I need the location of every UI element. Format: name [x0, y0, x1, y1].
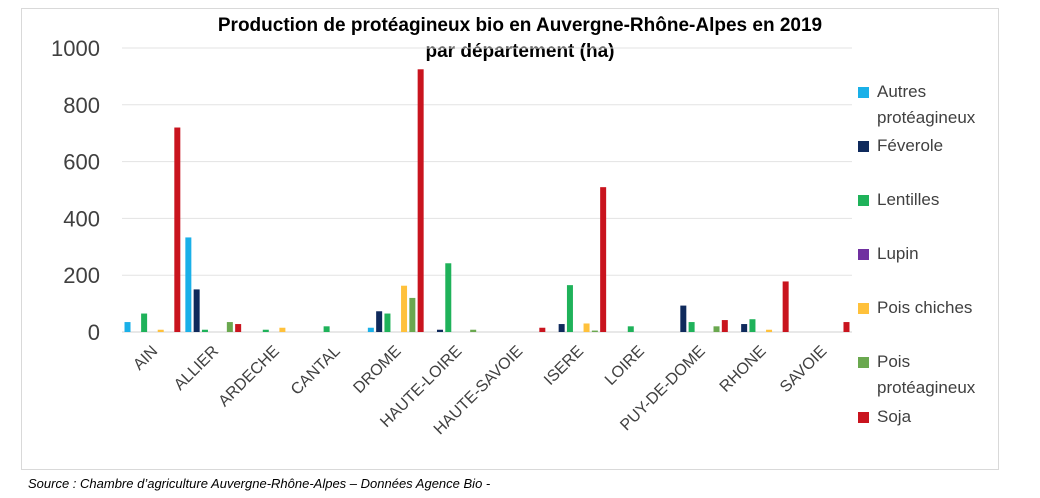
x-tick-label: RHONE: [717, 343, 770, 396]
bar: [124, 322, 131, 332]
source-note: Source : Chambre d’agriculture Auvergne-…: [28, 476, 491, 491]
legend-label: Soja: [877, 407, 912, 426]
bar: [583, 323, 590, 332]
x-tick-label: ARDECHE: [216, 343, 283, 410]
bar: [843, 322, 850, 332]
chart-title: Production de protéagineux bio en Auverg…: [217, 15, 823, 36]
bar: [445, 263, 452, 332]
legend-label-line2: protéagineux: [877, 378, 976, 397]
bar: [384, 313, 391, 332]
legend-swatch: [858, 141, 869, 152]
bar: [600, 187, 607, 332]
x-tick-label: LOIRE: [602, 343, 648, 389]
legend-label: Pois chiches: [877, 298, 973, 317]
bar: [680, 305, 687, 332]
y-tick-label: 200: [63, 263, 100, 288]
bar: [226, 322, 233, 332]
bar: [157, 329, 164, 332]
bar: [323, 326, 330, 332]
bar: [713, 326, 720, 332]
legend-swatch: [858, 195, 869, 206]
bar: [417, 69, 424, 333]
y-tick-label: 1000: [51, 36, 100, 61]
bar: [558, 324, 565, 332]
legend-label: Féverole: [877, 136, 944, 155]
bar: [766, 329, 773, 332]
bar: [782, 281, 789, 332]
legend-swatch: [858, 303, 869, 314]
x-tick-label: DROME: [350, 343, 404, 397]
bar: [401, 285, 408, 332]
bar: [566, 285, 573, 332]
legend-label-line1: Pois: [877, 352, 911, 371]
x-tick-label: CANTAL: [288, 343, 344, 399]
bar: [721, 320, 728, 332]
y-tick-label: 0: [88, 320, 100, 345]
y-tick-label: 400: [63, 206, 100, 231]
bar: [539, 327, 546, 332]
chart-subtitle: par département (ha): [425, 41, 615, 62]
bar: [376, 311, 383, 332]
legend-label-line2: protéagineux: [877, 108, 976, 127]
bar: [749, 319, 756, 332]
x-tick-label: ALLIER: [171, 343, 222, 394]
bar: [436, 329, 443, 332]
bar: [741, 324, 748, 332]
bar: [409, 297, 416, 332]
bar: [201, 329, 208, 332]
bar: [279, 327, 286, 332]
y-tick-label: 800: [63, 93, 100, 118]
bar: [141, 313, 148, 332]
legend-swatch: [858, 249, 869, 260]
bar: [470, 329, 477, 332]
bar: [367, 327, 374, 332]
bar: [193, 289, 200, 332]
y-tick-label: 600: [63, 150, 100, 175]
bar: [627, 326, 634, 332]
x-tick-label: AIN: [130, 343, 161, 374]
x-tick-label: SAVOIE: [777, 343, 830, 396]
bar: [174, 127, 181, 333]
bar: [235, 324, 242, 332]
chart-frame: [21, 8, 999, 470]
bar: [185, 237, 192, 332]
legend-label: Lentilles: [877, 190, 940, 209]
legend-label: Lupin: [877, 244, 919, 263]
bar: [262, 329, 269, 332]
legend-swatch: [858, 357, 869, 368]
bar: [688, 322, 695, 332]
legend-label-line1: Autres: [877, 82, 927, 101]
legend-swatch: [858, 412, 869, 423]
x-tick-label: ISERE: [541, 343, 587, 389]
bar: [591, 330, 598, 332]
legend-swatch: [858, 87, 869, 98]
